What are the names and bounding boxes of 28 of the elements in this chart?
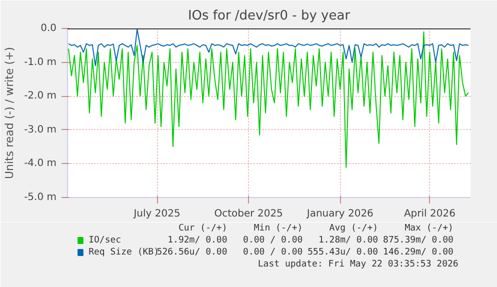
text: Last update: Fri May 22 03:35:53 2026 xyxy=(258,260,458,270)
y-tick-label: -4.0 m xyxy=(24,158,57,170)
x-tick-label: July 2025 xyxy=(132,208,180,220)
text: 555.43u/ 0.00 xyxy=(308,248,378,258)
text: 875.39m/ 0.00 xyxy=(383,236,454,246)
line-series xyxy=(68,28,470,66)
text: Cur (-/+) xyxy=(178,224,228,234)
legend-label: IO/sec xyxy=(88,236,122,246)
text: Avg (-/+) xyxy=(329,224,378,234)
text: 526.56u/ 0.00 xyxy=(156,248,228,258)
x-tick-label: October 2025 xyxy=(214,208,283,220)
x-tick-label: April 2026 xyxy=(404,208,456,220)
y-tick-label: -3.0 m xyxy=(24,124,57,136)
chart-title: IOs for /dev/sr0 - by year xyxy=(188,8,351,24)
text: 1.92m/ 0.00 xyxy=(168,236,228,246)
y-tick-label: -5.0 m xyxy=(24,192,57,203)
text: Min (-/+) xyxy=(254,224,303,234)
text: 0.00 / 0.00 xyxy=(243,248,303,258)
y-tick-label: 0.0 xyxy=(40,23,57,34)
y-tick-label: -2.0 m xyxy=(24,90,57,102)
text: 146.29m/ 0.00 xyxy=(383,248,454,258)
text: Max (-/+) xyxy=(404,224,454,234)
y-tick-label: -1.0 m xyxy=(24,56,57,68)
y-axis-title: Units read (-) / write (+) xyxy=(3,46,16,180)
text: 1.28m/ 0.00 xyxy=(318,236,378,246)
text: 0.00 / 0.00 xyxy=(243,236,303,246)
x-tick-label: January 2026 xyxy=(306,208,374,220)
line-series xyxy=(68,31,470,168)
